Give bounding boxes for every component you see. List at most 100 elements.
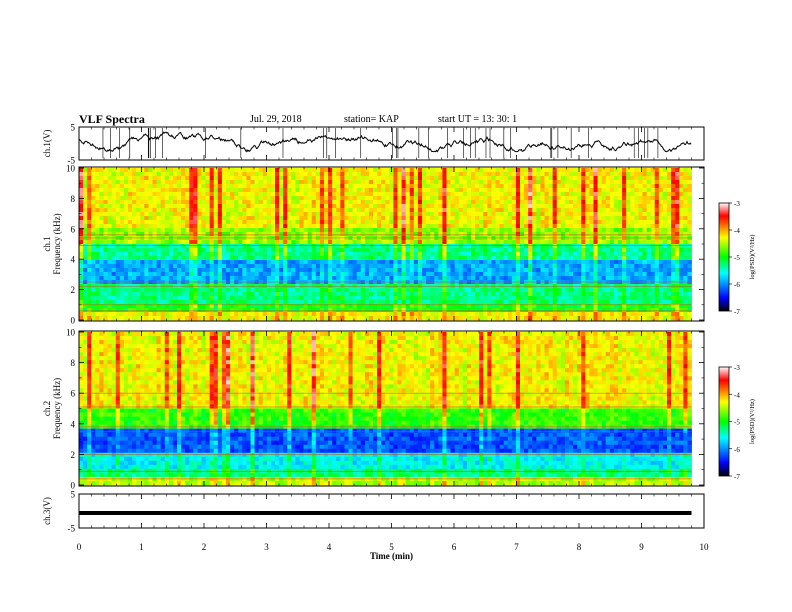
ch1-cell bbox=[324, 212, 329, 217]
ch1-cell bbox=[487, 256, 492, 261]
ch1-cell bbox=[303, 176, 309, 181]
ch1-cell bbox=[311, 168, 317, 173]
ch1-cell bbox=[495, 228, 500, 233]
ch1-cell bbox=[83, 272, 88, 277]
ch1-cell bbox=[581, 272, 586, 277]
ch1-cell bbox=[569, 168, 574, 173]
ch1-cell bbox=[307, 272, 313, 277]
ch1-cell bbox=[536, 228, 541, 233]
ch1-cell bbox=[242, 172, 247, 177]
ch1-cell bbox=[450, 244, 456, 249]
ch1-cell bbox=[168, 300, 174, 305]
ch1-cell bbox=[352, 284, 358, 289]
ch1-cell bbox=[569, 248, 574, 253]
ch1-cell bbox=[577, 196, 582, 201]
ch1-cell bbox=[597, 176, 603, 181]
ch1-cell bbox=[377, 268, 382, 273]
ch1-cell bbox=[630, 200, 635, 205]
ch1-cell bbox=[356, 220, 362, 225]
ch1-cell bbox=[299, 228, 304, 233]
ch1-cell bbox=[226, 240, 231, 245]
ch1-cell bbox=[230, 272, 235, 277]
ch1-cell bbox=[589, 184, 594, 189]
ch1-cell bbox=[177, 300, 182, 305]
ch1-cell bbox=[189, 232, 194, 237]
ch1-cell bbox=[630, 168, 635, 173]
ch1-cell bbox=[564, 264, 570, 269]
ch1-cell bbox=[295, 252, 300, 257]
ch1-cell bbox=[613, 188, 619, 193]
ch1-cell bbox=[254, 300, 260, 305]
ch1-cell bbox=[630, 180, 635, 185]
ch1-cell bbox=[638, 248, 643, 253]
ch1-cell bbox=[299, 172, 304, 177]
ch1-cell bbox=[507, 276, 513, 281]
ch1-cell bbox=[495, 244, 500, 249]
ch1-cell bbox=[646, 220, 652, 225]
ch1-cell bbox=[360, 248, 366, 253]
ch1-cell bbox=[336, 264, 341, 269]
ch1-cell bbox=[87, 196, 92, 201]
ch1-cell bbox=[160, 180, 166, 185]
ch1-cell bbox=[642, 248, 647, 253]
ch1-cell bbox=[520, 208, 525, 213]
ch1-cell bbox=[262, 184, 268, 189]
ch1-cell bbox=[442, 284, 447, 289]
ch1-cell bbox=[589, 260, 594, 265]
ch1-cell bbox=[177, 208, 182, 213]
ch1-cell bbox=[556, 296, 562, 301]
ch1-cell bbox=[483, 232, 488, 237]
ch1-cell bbox=[287, 184, 292, 189]
ch1-cell bbox=[91, 240, 96, 245]
ch1-cell bbox=[609, 292, 615, 297]
ch1-cell bbox=[658, 292, 664, 297]
ch1-cell bbox=[221, 228, 227, 233]
ch1-cell bbox=[609, 204, 615, 209]
ch1-cell bbox=[650, 256, 656, 261]
ch1-cell bbox=[336, 172, 341, 177]
ch1-cell bbox=[234, 260, 239, 265]
ch1-cell bbox=[511, 188, 517, 193]
ch1-cell bbox=[487, 240, 492, 245]
ch1-cell bbox=[262, 240, 268, 245]
ch1-cell bbox=[172, 288, 178, 293]
ch1-cell bbox=[140, 192, 145, 197]
ch1-cell bbox=[152, 284, 157, 289]
ch1-cell bbox=[417, 216, 423, 221]
ch1-cell bbox=[160, 200, 166, 205]
ch1-cell bbox=[299, 288, 304, 293]
ch1-cell bbox=[254, 244, 260, 249]
ch1-cell bbox=[275, 224, 280, 229]
ch1-cell bbox=[479, 288, 484, 293]
ch1-cell bbox=[618, 260, 623, 265]
ch1-cell bbox=[144, 176, 149, 181]
ch1-cell bbox=[573, 232, 578, 237]
ch1-cell bbox=[556, 184, 562, 189]
ch1-cell bbox=[401, 272, 407, 277]
ch1-cell bbox=[385, 260, 390, 265]
ch1-cell bbox=[430, 244, 435, 249]
ch1-cell bbox=[524, 284, 529, 289]
ch1-cell bbox=[626, 180, 631, 185]
ch1-cell bbox=[540, 256, 545, 261]
ch1-cell bbox=[315, 268, 321, 273]
ch1-cell bbox=[450, 232, 456, 237]
ch1-cell bbox=[524, 216, 529, 221]
ch1-cell bbox=[544, 296, 549, 301]
ch1-cell bbox=[650, 184, 656, 189]
ch1-cell bbox=[417, 260, 423, 265]
ch1-cell bbox=[585, 204, 590, 209]
ch1-cell bbox=[426, 188, 431, 193]
ch1-cell bbox=[193, 212, 198, 217]
ch1-cell bbox=[140, 184, 145, 189]
ch1-cell bbox=[577, 260, 582, 265]
ch1-cell bbox=[160, 276, 166, 281]
ch1-cell bbox=[458, 272, 464, 277]
ch1-cell bbox=[152, 196, 157, 201]
ch1-cell bbox=[483, 296, 488, 301]
ch1-cell bbox=[79, 228, 84, 233]
ch1-cell bbox=[556, 192, 562, 197]
ch1-cell bbox=[422, 180, 427, 185]
ch1-cell bbox=[152, 188, 157, 193]
ch1-cell bbox=[328, 216, 333, 221]
